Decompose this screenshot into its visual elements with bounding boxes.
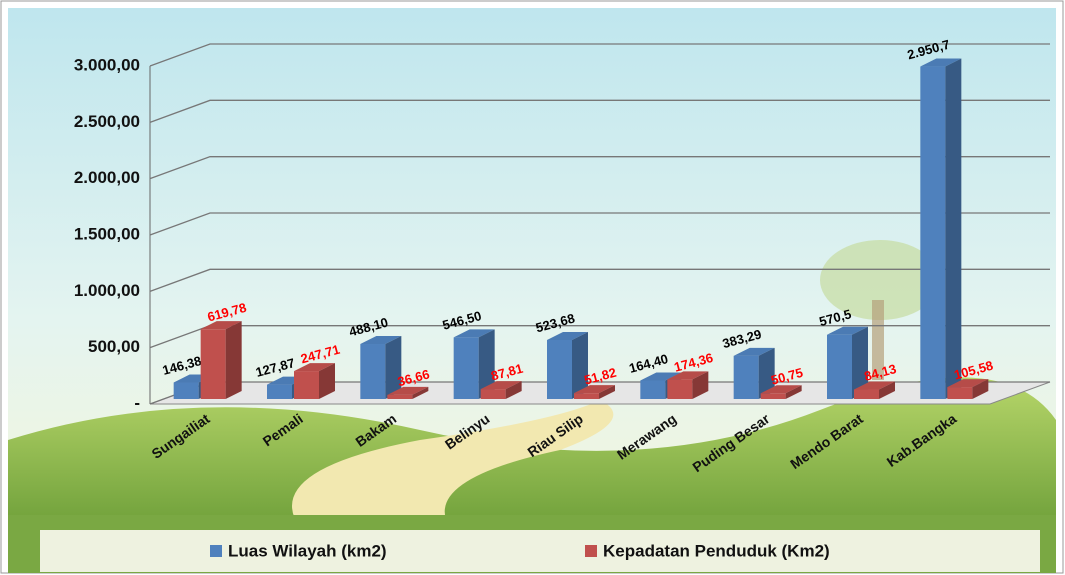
bar-front xyxy=(640,380,665,399)
bar-front xyxy=(920,67,945,399)
legend-box xyxy=(40,530,1040,572)
bar xyxy=(360,336,401,399)
chart: - 500,00 1.000,00 1.500,00 2.000,00 2.500,00 3… xyxy=(0,0,1065,575)
y-tick-label: 1.000,00 xyxy=(74,281,140,300)
page: {"chart_data": { "type": "bar3d", "categ… xyxy=(0,0,1065,575)
bar xyxy=(920,59,961,399)
y-tick-label: 500,00 xyxy=(88,337,140,356)
bar-front xyxy=(387,395,412,399)
bar-front xyxy=(294,371,319,399)
legend-label: Luas Wilayah (km2) xyxy=(228,541,387,560)
bar-front xyxy=(481,389,506,399)
bar-front xyxy=(360,344,385,399)
bar-front xyxy=(827,335,852,399)
legend-label: Kepadatan Penduduk (Km2) xyxy=(603,541,830,560)
y-tick-label: - xyxy=(134,393,140,412)
bar-front xyxy=(201,329,226,399)
bar-front xyxy=(761,393,786,399)
legend-swatch xyxy=(585,545,597,557)
y-tick-label: 1.500,00 xyxy=(74,224,140,243)
bar-side xyxy=(945,59,961,399)
bar-side xyxy=(226,321,242,399)
y-tick-label: 2.000,00 xyxy=(74,168,140,187)
bar-front xyxy=(574,393,599,399)
bar-front xyxy=(947,387,972,399)
bar-front xyxy=(267,385,292,399)
bar-front xyxy=(734,356,759,399)
bar-front xyxy=(454,337,479,399)
bar-front xyxy=(547,340,572,399)
y-tick-label: 2.500,00 xyxy=(74,112,140,131)
bar xyxy=(294,363,335,399)
legend-swatch xyxy=(210,545,222,557)
bar-front xyxy=(667,379,692,399)
y-tick-label: 3.000,00 xyxy=(74,55,140,74)
bar-front xyxy=(854,390,879,399)
bar xyxy=(547,332,588,399)
bar xyxy=(201,321,242,399)
bar-front xyxy=(174,383,199,399)
